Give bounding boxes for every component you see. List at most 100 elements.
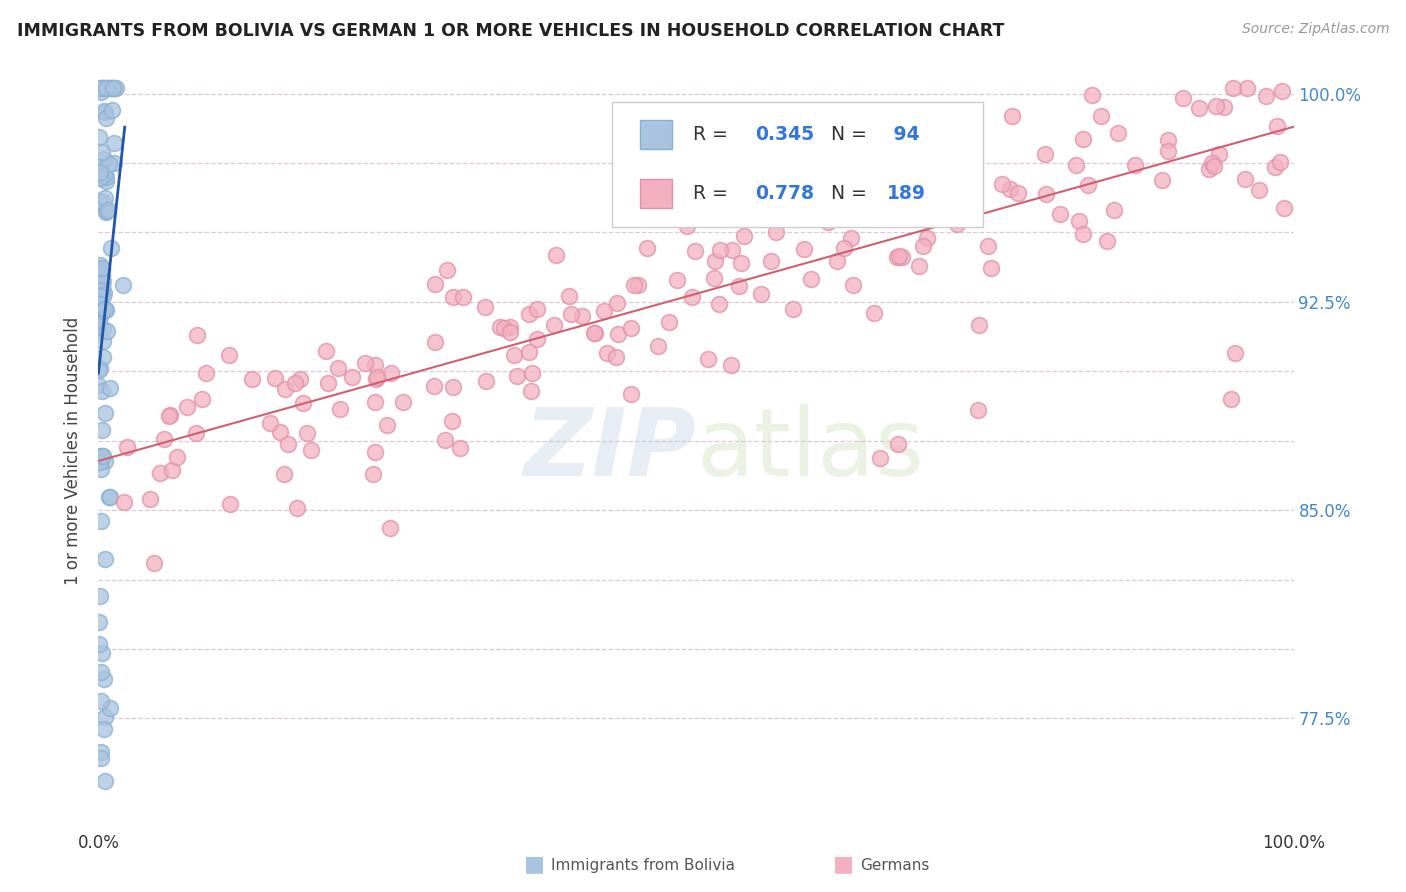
Point (159, 409, 181, 423)
Point (780, 161, 803, 175)
Point (733, 228, 755, 243)
Point (94, 710, 117, 724)
Point (1201, 156, 1223, 170)
Point (218, 347, 240, 361)
Point (887, 249, 910, 263)
Point (194, 366, 217, 380)
Point (219, 497, 242, 511)
Point (782, 301, 804, 316)
Point (89, 289, 111, 303)
Point (90, 514, 112, 528)
Point (980, 261, 1002, 276)
Point (703, 271, 725, 285)
Point (451, 290, 474, 304)
Point (91, 195, 114, 210)
Point (1222, 81, 1244, 95)
Point (517, 307, 540, 321)
Point (1033, 147, 1056, 161)
Point (1067, 213, 1090, 227)
Point (818, 205, 841, 219)
Point (571, 309, 593, 323)
Point (103, 136, 125, 150)
Point (1073, 132, 1095, 146)
Point (94, 105, 117, 120)
Point (89, 159, 111, 173)
Point (104, 81, 127, 95)
Point (115, 441, 138, 455)
Point (103, 81, 125, 95)
Point (269, 425, 291, 439)
Point (845, 200, 868, 214)
Point (91, 423, 114, 437)
Text: ZIP: ZIP (523, 404, 696, 497)
Point (1271, 84, 1294, 98)
Point (89, 363, 111, 377)
Point (89, 360, 111, 375)
Bar (640, 179, 672, 208)
Point (166, 450, 188, 464)
Point (849, 185, 872, 199)
Point (87, 274, 110, 288)
Point (94, 204, 117, 219)
Point (683, 244, 706, 258)
Point (90, 751, 112, 765)
Point (1001, 110, 1024, 124)
Point (720, 243, 742, 257)
Point (97, 81, 120, 95)
Point (89, 589, 111, 603)
Point (1073, 227, 1095, 241)
Point (364, 358, 387, 372)
Point (366, 369, 388, 384)
Point (364, 445, 387, 459)
Point (800, 272, 823, 286)
Point (259, 416, 281, 430)
Point (891, 115, 914, 129)
Point (89, 450, 111, 464)
Point (1152, 173, 1174, 187)
Text: 94: 94 (887, 126, 920, 145)
Point (928, 197, 950, 211)
Point (503, 348, 526, 362)
Point (1081, 87, 1104, 102)
Point (89, 161, 111, 176)
Point (1247, 183, 1270, 197)
Point (636, 241, 658, 255)
Text: N =: N = (831, 126, 872, 145)
Point (93, 723, 115, 737)
Point (676, 219, 699, 233)
Point (87, 615, 110, 630)
Text: IMMIGRANTS FROM BOLIVIA VS GERMAN 1 OR MORE VEHICLES IN HOUSEHOLD CORRELATION CH: IMMIGRANTS FROM BOLIVIA VS GERMAN 1 OR M… (17, 22, 1004, 40)
Point (89, 303, 111, 318)
Point (96, 174, 118, 188)
Point (93, 168, 115, 182)
Point (977, 239, 1000, 253)
Point (100, 241, 122, 255)
Point (1256, 88, 1278, 103)
Point (273, 382, 295, 396)
Point (93, 152, 115, 166)
Point (91, 81, 114, 95)
Point (97, 157, 120, 171)
Point (89, 264, 111, 278)
Point (1187, 101, 1209, 115)
Point (749, 287, 772, 301)
Point (912, 239, 935, 253)
Point (93, 350, 115, 364)
Point (605, 350, 627, 364)
Point (90, 86, 112, 100)
Point (138, 491, 160, 506)
Point (793, 242, 815, 256)
Point (765, 225, 787, 239)
Point (1123, 157, 1146, 171)
Point (94, 81, 117, 95)
Point (1198, 162, 1220, 177)
Point (1213, 100, 1236, 114)
Point (817, 215, 839, 229)
Point (1097, 234, 1119, 248)
Point (263, 370, 285, 384)
Point (98, 490, 121, 504)
Point (1272, 201, 1295, 215)
Point (440, 414, 463, 428)
Point (607, 327, 630, 342)
Point (91, 289, 114, 303)
